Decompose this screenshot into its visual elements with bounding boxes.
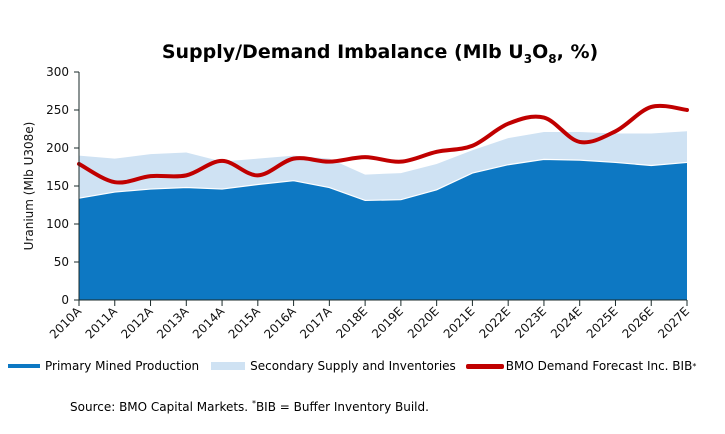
- legend-swatch-demand: [465, 363, 504, 369]
- area-primary-production: [79, 159, 687, 300]
- x-tick-label: 2011A: [83, 304, 121, 342]
- y-tick-label: 150: [46, 179, 69, 193]
- x-tick-label: 2018E: [333, 304, 370, 341]
- y-tick-label: 250: [46, 103, 69, 117]
- x-tick-label: 2016A: [261, 304, 299, 342]
- legend-item-primary: Primary Mined Production: [8, 359, 199, 373]
- area-secondary-supply: [79, 131, 687, 201]
- legend-item-demand: BMO Demand Forecast Inc. BIB *: [465, 359, 697, 373]
- plot-areas: [78, 131, 688, 300]
- x-tick-label: 2025E: [584, 304, 621, 341]
- x-tick-label: 2022E: [476, 304, 513, 341]
- x-tick-label: 2020E: [405, 304, 442, 341]
- x-tick-label: 2013A: [154, 304, 192, 342]
- x-tick-label: 2012A: [118, 304, 156, 342]
- area-primary-edge: [78, 158, 688, 202]
- footnote-text: BIB = Buffer Inventory Build.: [255, 400, 429, 414]
- x-tick-label: 2015A: [226, 304, 264, 342]
- legend-label: Primary Mined Production: [45, 359, 200, 373]
- x-tick-label: 2021E: [441, 304, 478, 341]
- chart: Supply/Demand Imbalance (Mlb U3O8, %) Ur…: [22, 41, 692, 342]
- legend-swatch-primary: [8, 364, 40, 368]
- legend: Primary Mined Production Secondary Suppl…: [8, 359, 702, 373]
- x-tick-label: 2014A: [190, 304, 228, 342]
- legend-item-secondary: Secondary Supply and Inventories: [211, 359, 456, 373]
- line-demand-forecast: [77, 103, 689, 185]
- chart-title: Supply/Demand Imbalance (Mlb U3O8, %): [162, 41, 598, 66]
- source-note: Source: BMO Capital Markets. *BIB = Buff…: [70, 399, 429, 414]
- legend-label: BMO Demand Forecast Inc. BIB: [505, 359, 693, 373]
- source-text: Source: BMO Capital Markets.: [70, 400, 252, 414]
- x-tick-label: 2024E: [548, 304, 585, 341]
- legend-swatch-secondary: [211, 362, 246, 370]
- x-tick-label: 2023E: [512, 304, 549, 341]
- plot-lines: [77, 103, 689, 185]
- x-tick-label: 2019E: [369, 304, 406, 341]
- x-tick-label: 2017A: [297, 304, 335, 342]
- x-tick-label: 2010A: [47, 304, 85, 342]
- y-tick-label: 50: [54, 255, 69, 269]
- footnote-mark: *: [251, 399, 256, 408]
- y-tick-label: 300: [46, 65, 69, 79]
- x-tick-label: 2027E: [655, 304, 692, 341]
- y-tick-label: 200: [46, 141, 69, 155]
- legend-label: Secondary Supply and Inventories: [250, 359, 456, 373]
- y-tick-label: 0: [61, 293, 69, 307]
- y-tick-label: 100: [46, 217, 69, 231]
- y-axis-label: Uranium (Mlb U308e): [22, 122, 36, 251]
- x-tick-label: 2026E: [619, 304, 656, 341]
- legend-footnote-mark: *: [692, 361, 697, 371]
